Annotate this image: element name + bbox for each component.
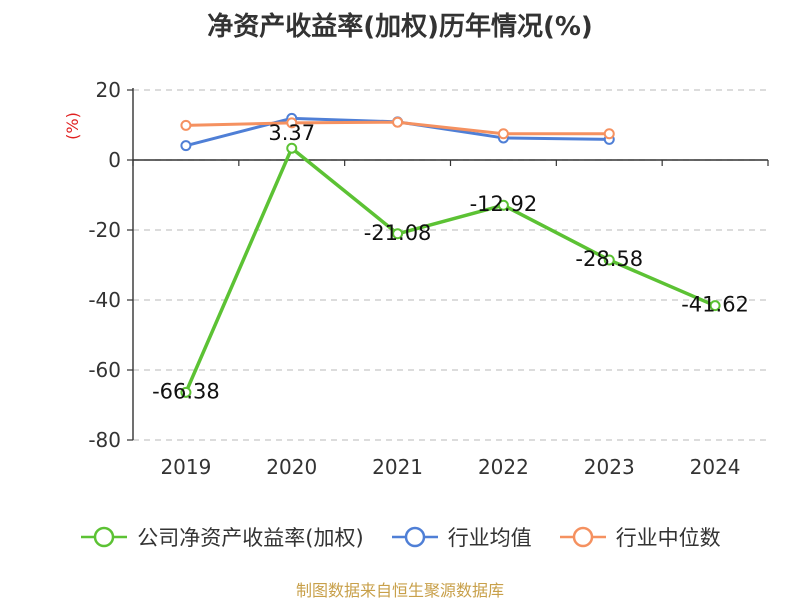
data-point: [497, 199, 509, 211]
data-point: [603, 254, 615, 266]
data-point: [392, 116, 404, 128]
x-tick-label: 2024: [690, 455, 741, 479]
data-point: [603, 128, 615, 140]
legend-label: 公司净资产收益率(加权): [137, 526, 364, 550]
y-tick-label: -20: [88, 218, 121, 242]
legend-item: 行业均值: [390, 522, 532, 552]
chart-title: 净资产收益率(加权)历年情况(%): [207, 12, 593, 42]
y-tick-label: 20: [96, 78, 121, 102]
data-point: [286, 142, 298, 154]
x-tick-label: 2019: [160, 455, 211, 479]
y-tick-label: 0: [108, 148, 121, 172]
legend-swatch: [81, 526, 128, 548]
y-tick-label: -60: [88, 358, 121, 382]
legend-swatch: [391, 526, 438, 548]
x-tick-label: 2023: [584, 455, 635, 479]
data-point: [392, 228, 404, 240]
data-point: [180, 119, 192, 131]
data-point: [286, 117, 298, 129]
data-point: [180, 386, 192, 398]
y-tick-label: -40: [88, 288, 121, 312]
data-label: -41.62: [681, 293, 749, 317]
data-label: -12.92: [470, 192, 538, 216]
legend-swatch: [559, 526, 606, 548]
data-label: -28.58: [575, 247, 643, 271]
x-tick-label: 2022: [478, 455, 529, 479]
data-label: -66.38: [152, 379, 220, 403]
x-tick-label: 2021: [372, 455, 423, 479]
data-point: [497, 128, 509, 140]
x-tick-label: 2020: [266, 455, 317, 479]
legend-item: 公司净资产收益率(加权): [79, 522, 364, 552]
data-source-note: 制图数据来自恒生聚源数据库: [295, 581, 504, 600]
data-label: -21.08: [364, 221, 432, 245]
chart-legend: 公司净资产收益率(加权) 行业均值 行业中位数: [0, 520, 800, 554]
data-label: 3.37: [268, 121, 315, 145]
series-line: [184, 146, 716, 394]
y-axis-label: (%): [63, 112, 82, 140]
data-point: [180, 140, 192, 152]
legend-label: 行业均值: [447, 526, 532, 550]
data-point: [709, 300, 721, 312]
legend-label: 行业中位数: [615, 526, 721, 550]
legend-item: 行业中位数: [558, 522, 721, 552]
y-tick-label: -80: [88, 428, 121, 452]
